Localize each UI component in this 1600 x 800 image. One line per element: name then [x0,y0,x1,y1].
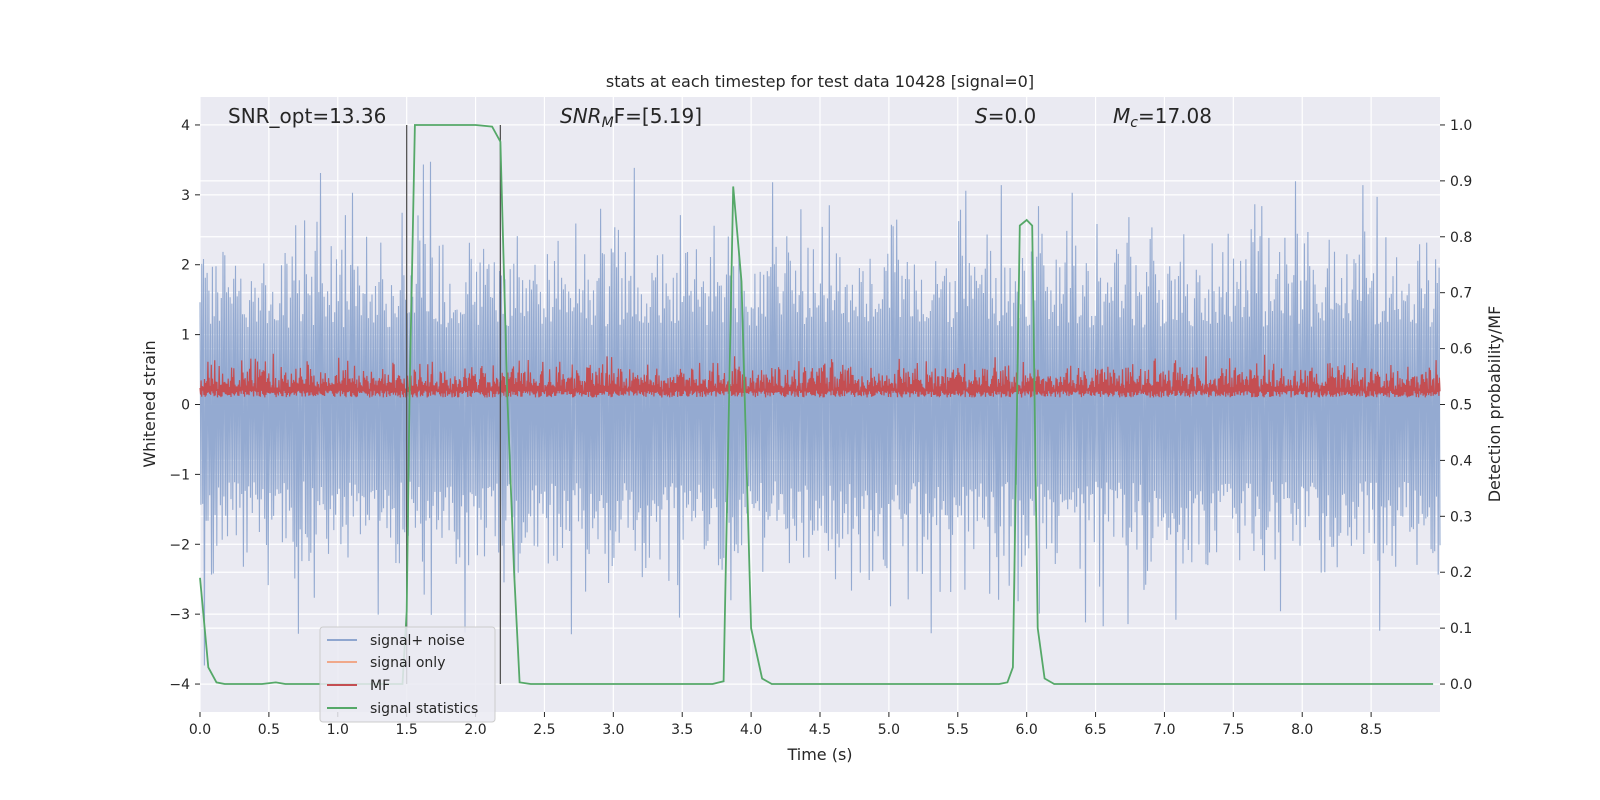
y-tick-label: −1 [169,467,190,483]
annotation-snr-opt: SNR_opt=13.36 [228,104,386,128]
right-y-tick-label: 1.0 [1450,118,1472,134]
x-tick-label: 6.0 [1016,722,1038,738]
y-tick-label: −2 [169,537,190,553]
y-axis-label: Whitened strain [140,340,159,467]
series-signal-statistics [199,124,1434,685]
y-tick-label: 2 [181,258,190,274]
right-y-tick-label: 0.9 [1450,174,1472,190]
right-y-tick-label: 0.4 [1450,453,1472,469]
snr-mf-rest: F=[5.19] [614,104,702,128]
snr-mf-sub: M [602,115,614,131]
y-tick-label: 4 [181,118,190,134]
x-tick-label: 0.0 [189,722,211,738]
x-tick-label: 7.5 [1222,722,1244,738]
mc-val: =17.08 [1138,104,1212,128]
right-y-axis-ticks: 1.0 0.9 0.8 0.7 0.6 0.5 0.4 0.3 0.2 0.1 0.0 [1440,118,1472,693]
y-tick-label: −3 [169,607,190,623]
s-val: =0.0 [988,104,1037,128]
x-axis-label: Time (s) [786,745,852,764]
legend-label-signal-noise: signal+ noise [370,633,465,649]
x-tick-label: 7.0 [1153,722,1175,738]
x-tick-label: 3.5 [671,722,693,738]
right-y-tick-label: 0.6 [1450,342,1472,358]
legend-box [319,626,496,723]
legend-label-mf: MF [370,678,390,694]
x-tick-label: 4.5 [809,722,831,738]
annotation-snr-mf: SNRMF=[5.19] [560,104,702,131]
x-tick-label: 0.5 [258,722,280,738]
x-tick-label: 5.5 [947,722,969,738]
right-y-tick-label: 0.8 [1450,230,1472,246]
x-tick-label: 3.0 [602,722,624,738]
x-tick-label: 5.0 [878,722,900,738]
x-tick-label: 8.0 [1291,722,1313,738]
right-y-axis-label: Detection probability/MF [1485,306,1504,503]
legend: signal+ noise signal only MF signal stat… [319,626,496,723]
x-tick-label: 2.0 [464,722,486,738]
y-tick-label: 0 [181,398,190,414]
signal-statistics-line [199,124,1434,685]
mc-sub: c [1130,115,1138,131]
y-axis-ticks: 4 3 2 1 0 −1 −2 −3 −4 [169,118,200,693]
right-y-tick-label: 0.2 [1450,565,1472,581]
chart-title: stats at each timestep for test data 104… [606,72,1034,91]
y-tick-label: 3 [181,188,190,204]
x-axis-ticks: 0.0 0.5 1.0 1.5 2.0 2.5 3.0 3.5 4.0 4.5 5.0 5.5 6.0 6… [189,712,1382,738]
x-tick-label: 6.5 [1084,722,1106,738]
x-tick-label: 4.0 [740,722,762,738]
x-tick-label: 1.5 [396,722,418,738]
snr-mf-main: SNR [560,104,602,128]
x-tick-label: 1.0 [327,722,349,738]
mc-var: M [1113,104,1130,128]
x-tick-label: 8.5 [1360,722,1382,738]
right-y-tick-label: 0.0 [1450,677,1472,693]
right-y-tick-label: 0.5 [1450,398,1472,414]
y-tick-label: 1 [181,328,190,344]
right-y-tick-label: 0.1 [1450,621,1472,637]
right-y-tick-label: 0.7 [1450,286,1472,302]
annotation-s: S=0.0 [975,104,1036,128]
legend-label-signal-only: signal only [370,655,445,671]
annotation-mc: Mc=17.08 [1113,104,1212,131]
legend-label-signal-statistics: signal statistics [370,701,478,717]
right-y-tick-label: 0.3 [1450,509,1472,525]
x-tick-label: 2.5 [533,722,555,738]
s-var: S [975,104,988,128]
y-tick-label: −4 [169,677,190,693]
